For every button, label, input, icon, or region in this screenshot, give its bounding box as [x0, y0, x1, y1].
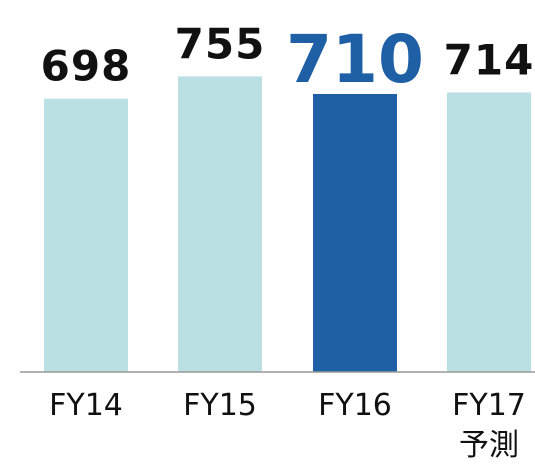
value-label: 710 [286, 21, 424, 98]
value-label: 714 [444, 35, 535, 84]
x-tick-label: FY16 [318, 388, 392, 423]
x-tick-label: FY14 [49, 388, 123, 423]
bar [447, 92, 531, 372]
value-label: 698 [41, 42, 132, 91]
bar [44, 98, 128, 373]
x-tick-label: FY17 [452, 388, 526, 423]
bar [313, 93, 397, 373]
value-label: 755 [175, 19, 266, 68]
bar [178, 76, 262, 372]
x-tick-label: FY15 [183, 388, 257, 423]
forecast-note: 予測 [459, 428, 519, 463]
